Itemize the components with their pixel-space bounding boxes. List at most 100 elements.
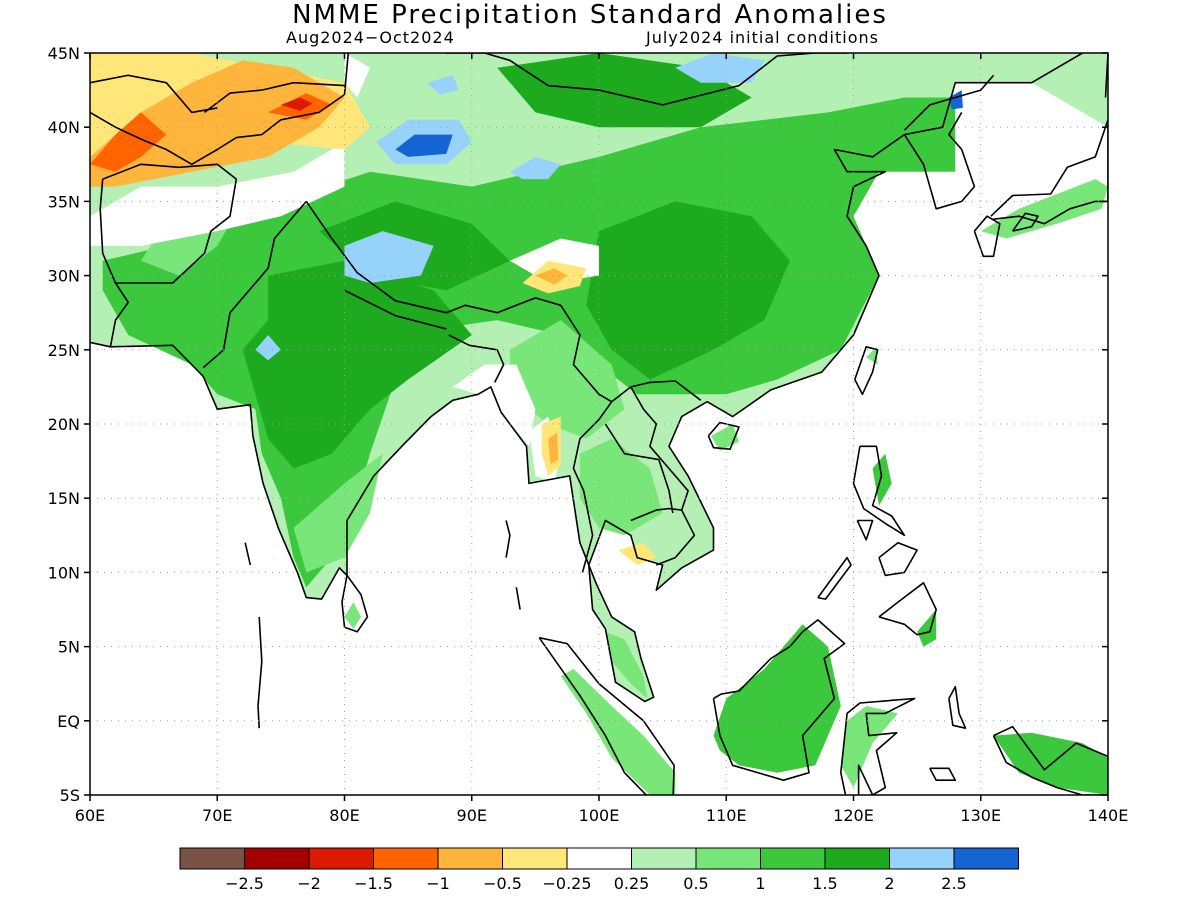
coast-lakshadweep [244,542,252,566]
colorbar-label: 0.5 [683,874,708,893]
coast-borneo [712,619,846,782]
colorbar-label: −0.5 [483,874,522,893]
border-uzbek [90,74,218,114]
field-darkblue-tarim [395,134,453,157]
border-mongolia [445,53,848,106]
colorbar-label: 1.5 [812,874,837,893]
colorbar-swatch [631,847,697,870]
border-afghan [99,163,238,284]
colorbar-label: 1 [755,874,765,893]
field-japan [980,179,1108,239]
x-tick-label: 60E [75,806,105,825]
coast-seram-buru [929,767,957,782]
border-china-vn [630,380,702,401]
field-mindanao [917,609,937,647]
field-white-bay [452,364,536,447]
coast-mindanao [878,581,938,636]
x-tick-label: 80E [329,806,359,825]
forecast-period: Aug2024−Oct2024 [286,28,455,47]
colorbar-label: −1 [426,874,450,893]
colorbar-swatch [308,847,374,870]
border-nepal [344,289,447,330]
coast-hainan [707,421,740,451]
colorbar-swatch [824,847,890,870]
colorbar-swatch [953,847,1019,870]
field-blue-gobi [427,75,459,95]
coast-maldives [257,616,263,729]
coast-visayas [878,541,918,577]
colorbar-swatch [502,847,568,870]
field-darkorange-aral [90,112,167,172]
coast-luzon [852,445,906,537]
x-tick-label: 110E [706,806,747,825]
colorbar-label: −1.5 [354,874,393,893]
colorbar-swatch [244,847,310,870]
border-bangladesh [448,334,505,383]
border-myanmar-east [560,304,613,573]
field-blue-qaidam [509,156,561,180]
figure-title: NMME Precipitation Standard Anomalies [292,0,888,30]
coast-halmahera [948,685,967,730]
field-red-kyrg [280,97,313,111]
x-tick-label: 140E [1088,806,1129,825]
field-borneo [713,624,841,773]
border-pak-iran [109,282,129,347]
y-tick-label: 20N [48,415,80,434]
y-tick-label: 10N [48,563,80,582]
coast-sumatra [538,636,675,795]
field-sulawesi [840,706,898,788]
coast-nicobar [515,587,521,610]
y-tick-label: 15N [48,489,80,508]
border-central-asia [90,53,350,166]
field-blue-mongolia [675,53,765,83]
x-tick-label: 90E [457,806,487,825]
field-srilanka [344,602,361,629]
coast-japan-shikoku [1011,212,1039,232]
colorbar-label: −2.5 [225,874,264,893]
coast-japan-honshu [990,119,1108,225]
colorbar-swatch [373,847,439,870]
field-philippines [872,453,892,506]
field-yellow-delta [618,542,657,565]
field-darkblue-korea [948,90,963,110]
colorbar: −2.5 −2 −1.5 −1 −0.5 −0.25 0.25 0.5 1 1.5 2 2.5 [179,847,1019,893]
colorbar-label: −0.25 [542,874,591,893]
colorbar-swatch [695,847,761,870]
coast-asia-mainland [90,53,1083,703]
coast-japan-kyushu [973,215,1001,258]
colorbar-swatch [760,847,826,870]
field-blue-tibet [344,231,434,283]
border-kyrg [204,81,345,114]
colorbar-label: 2 [884,874,894,893]
y-tick-label: 40N [48,118,80,137]
coast-andaman [505,520,511,558]
field-light-thai [579,438,663,536]
y-tick-label: 5N [58,638,80,657]
x-tick-label: 130E [960,806,1001,825]
y-tick-label: 45N [48,44,80,63]
field-dark-india [242,260,472,469]
coast-sulawesi [840,697,916,795]
y-tick-label: 30N [48,267,80,286]
y-tick-label: EQ [57,712,80,731]
field-blue-india [255,335,281,361]
border-himalaya [305,200,562,314]
initial-conditions: July2024 initial conditions [646,28,879,47]
graticule [90,53,1108,795]
coast-korea [903,112,976,210]
x-tick-label: 70E [202,806,232,825]
field-orange-tibet [535,268,568,285]
border-cambodia-vn [656,509,696,566]
border-china-korea [903,74,995,131]
colorbar-label: −2 [297,874,321,893]
colorbar-swatch [179,847,245,870]
colorbar-swatch [566,847,632,870]
coast-mindoro [856,519,874,541]
colorbar-swatch [437,847,503,870]
field-light-india-s [293,453,383,573]
field-white-mongolia-edge [344,53,370,98]
colorbar-label: 0.25 [614,874,650,893]
y-tick-label: 25N [48,341,80,360]
